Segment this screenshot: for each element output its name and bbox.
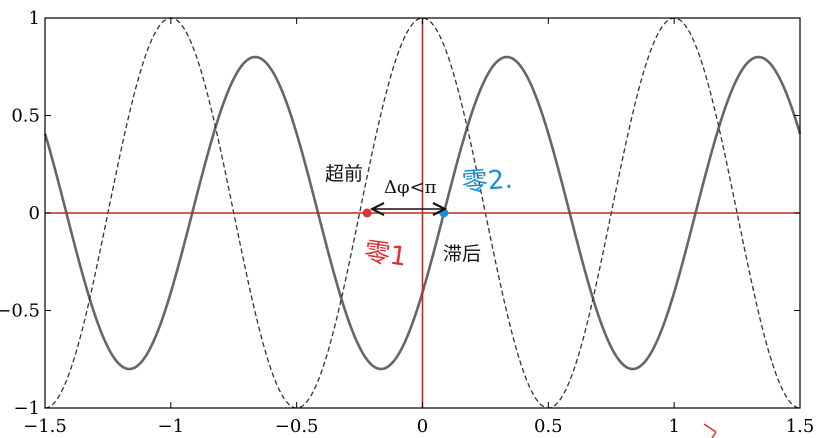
x-tick-label: −1.5 bbox=[23, 416, 67, 437]
x-tick-label: −0.5 bbox=[275, 416, 319, 437]
lag-label: 滞后 bbox=[443, 243, 481, 265]
y-tick-label: 0.5 bbox=[11, 106, 40, 127]
phase-difference-label: Δφ<π bbox=[384, 177, 437, 198]
y-tick-label: 0 bbox=[29, 203, 40, 224]
x-tick-label: 1 bbox=[668, 416, 679, 437]
lead-label: 超前 bbox=[325, 163, 363, 185]
x-tick-label: 0.5 bbox=[534, 416, 563, 437]
zero-crossing-marker-1 bbox=[362, 208, 372, 218]
x-tick-label: 0 bbox=[417, 416, 428, 437]
x-tick-label: 1.5 bbox=[786, 416, 815, 437]
handwritten-stroke-mark bbox=[703, 423, 717, 438]
y-tick-label: 1 bbox=[29, 8, 40, 29]
handwritten-zero1-note: 零1 bbox=[362, 237, 408, 273]
y-tick-label: −1 bbox=[13, 398, 40, 419]
x-tick-label: −1 bbox=[158, 416, 185, 437]
y-tick-label: −0.5 bbox=[0, 301, 40, 322]
handwritten-zero2-note: 零2. bbox=[461, 165, 514, 198]
zero-crossing-marker-2 bbox=[439, 208, 449, 218]
